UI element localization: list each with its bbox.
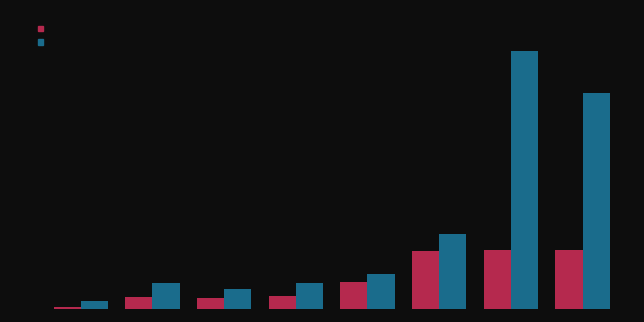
Bar (53, 307, 80, 309)
Bar (511, 52, 538, 309)
Bar (224, 289, 251, 309)
Bar (296, 283, 323, 309)
Bar (153, 283, 180, 309)
Bar (80, 301, 108, 309)
Bar (340, 282, 368, 309)
Legend: On-Net DIA, Broadband: On-Net DIA, Broadband (36, 23, 94, 49)
Bar (125, 297, 153, 309)
Bar (484, 250, 511, 309)
Bar (269, 296, 296, 309)
Bar (439, 233, 466, 309)
Bar (197, 298, 224, 309)
Bar (583, 93, 610, 309)
Bar (368, 274, 395, 309)
Bar (412, 251, 439, 309)
Bar (555, 250, 583, 309)
